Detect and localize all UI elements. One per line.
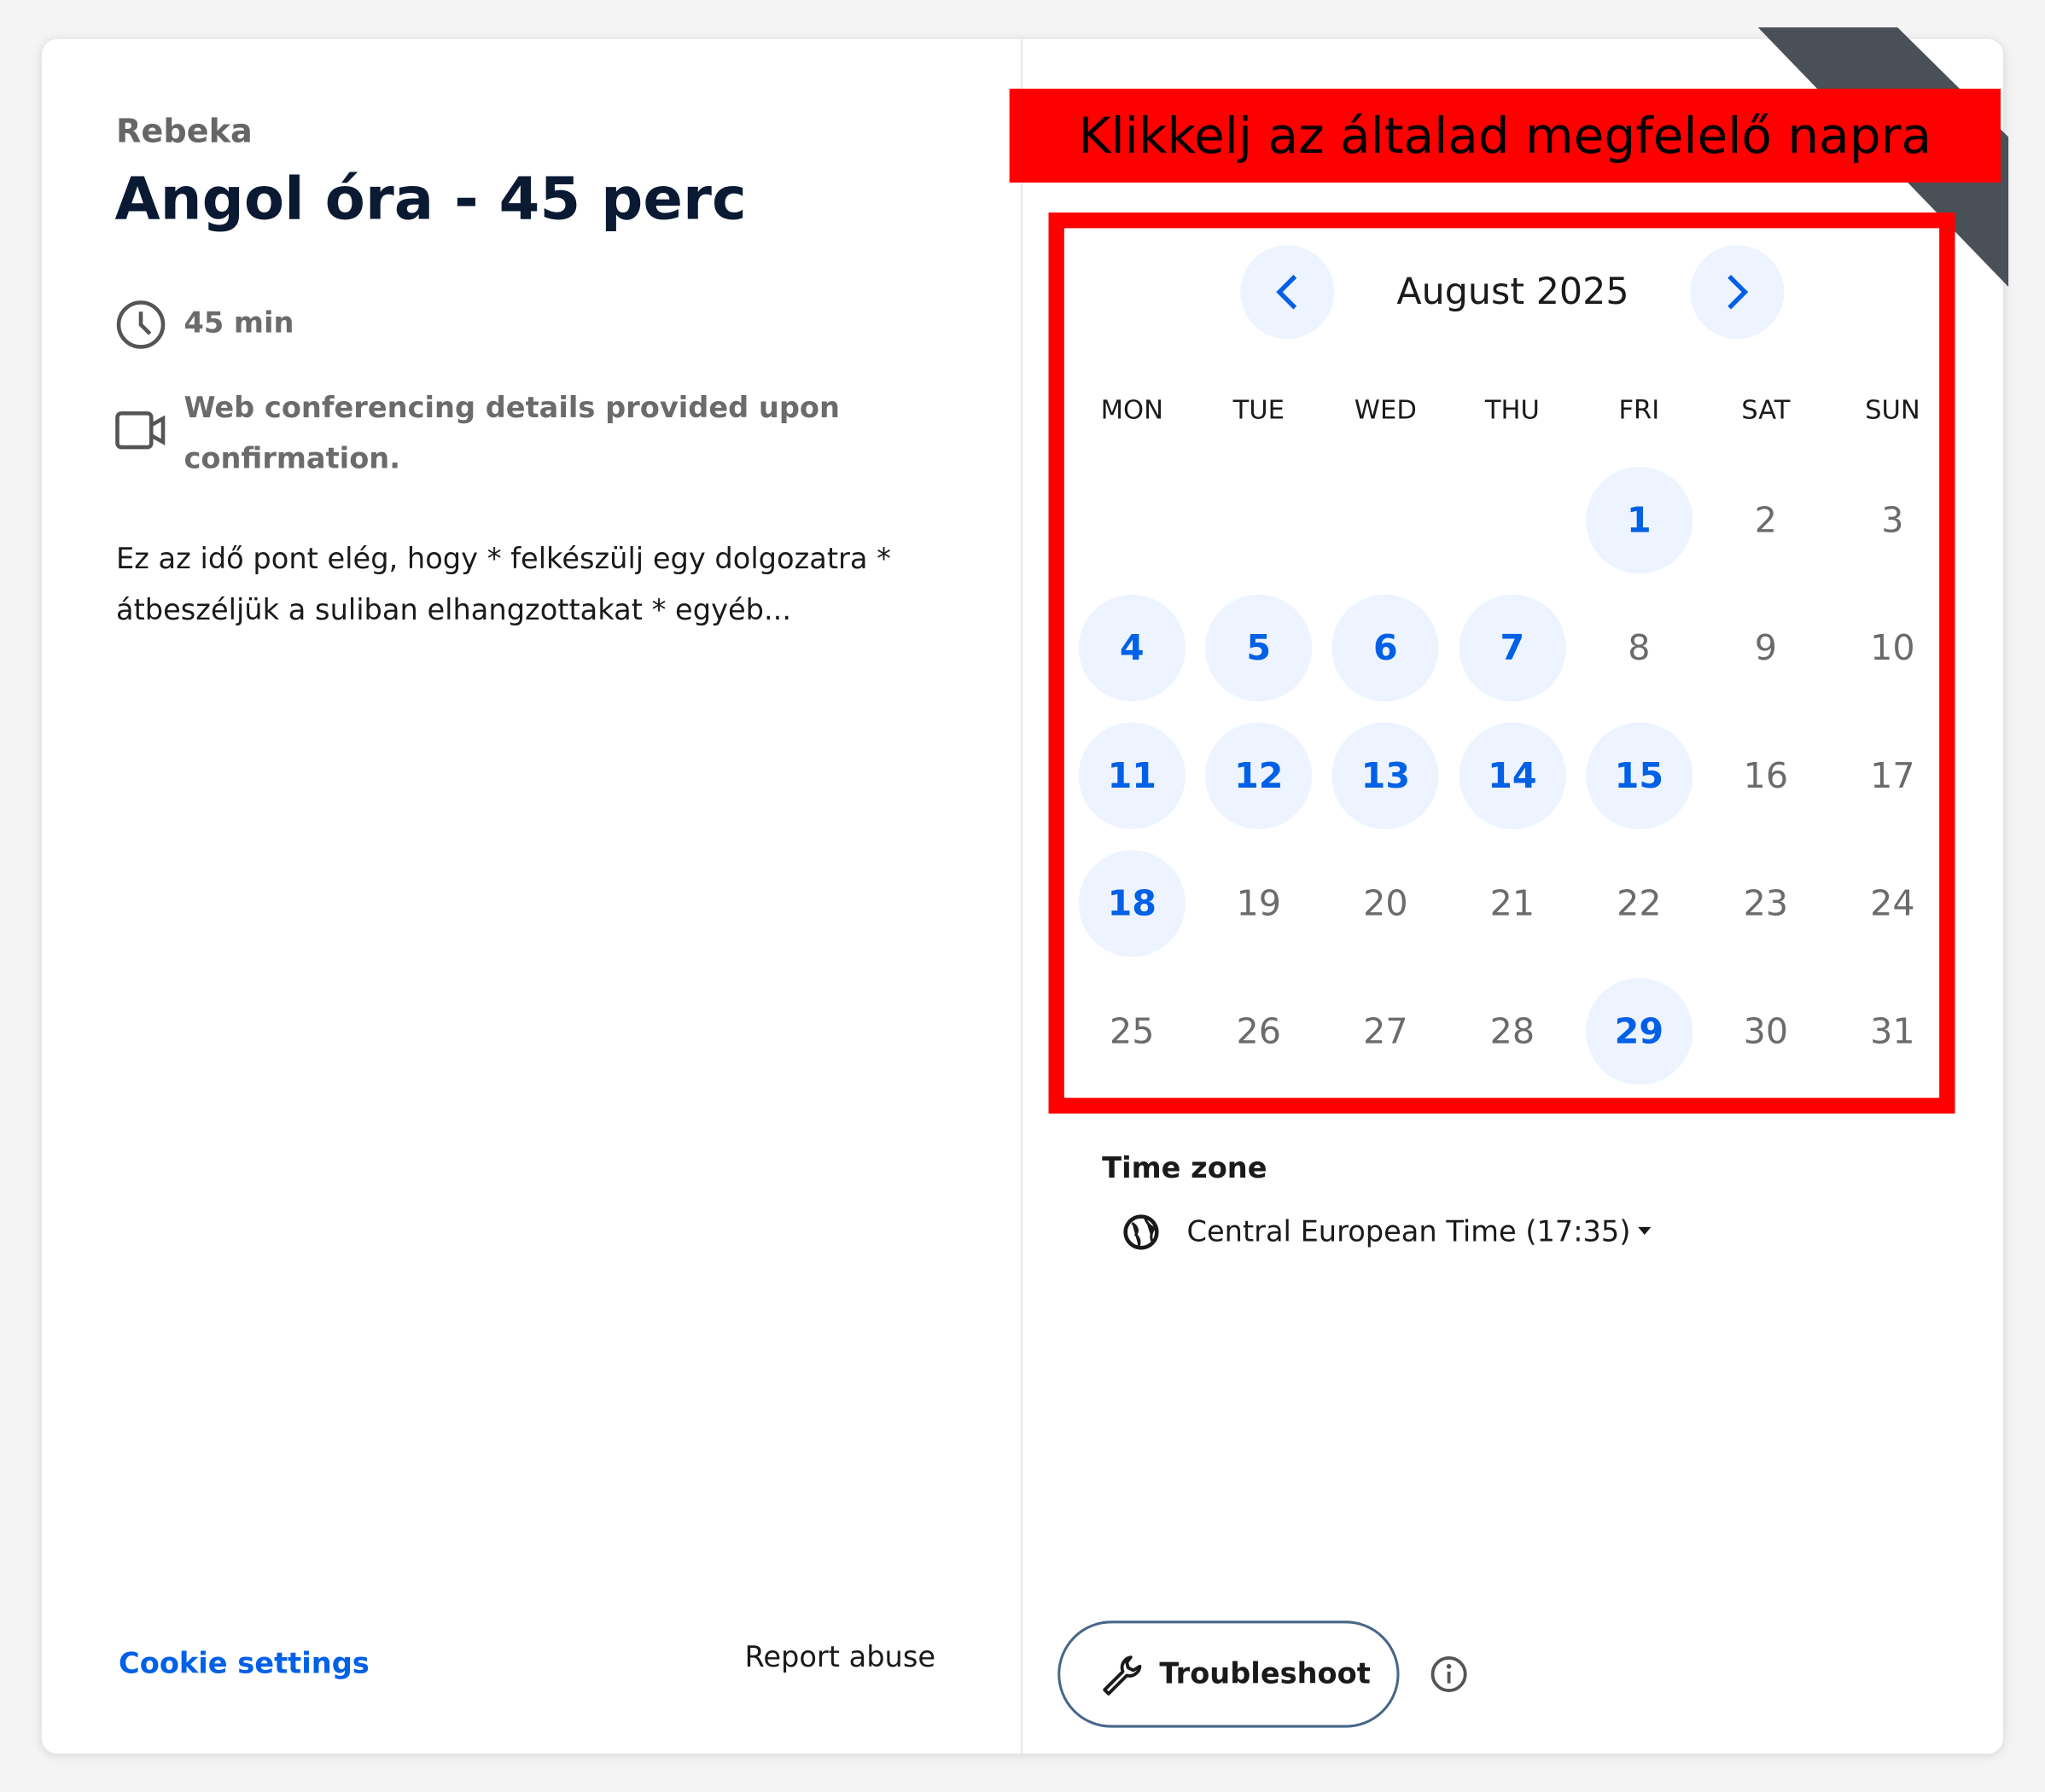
unavailable-day: 21 [1489,883,1535,924]
unavailable-day: 3 [1881,499,1904,541]
weekday-label: MON [1100,393,1163,426]
clock-icon [116,300,166,349]
available-day[interactable]: 1 [1585,467,1693,574]
weekday-label: THU [1484,393,1540,426]
unavailable-day: 20 [1363,883,1408,924]
weekday-label: FRI [1618,393,1660,426]
divider [1021,38,1022,1754]
duration: 45 min [184,307,294,340]
weekday-label: TUE [1232,393,1285,426]
unavailable-day: 9 [1754,627,1778,669]
description: Ez az idő pont elég, hogy * felkészülj e… [115,544,891,627]
available-day[interactable]: 29 [1585,978,1693,1085]
wrench-icon [1103,1655,1142,1696]
available-day[interactable]: 4 [1078,594,1186,702]
event-title: Angol óra - 45 perc [114,164,747,234]
prev-month[interactable] [1240,245,1335,340]
available-day[interactable]: 7 [1459,594,1566,702]
available-day[interactable]: 18 [1078,850,1186,957]
unavailable-day: 23 [1743,883,1789,924]
weekday-label: WED [1354,393,1417,426]
unavailable-day: 31 [1870,1010,1915,1052]
weekday-label: SAT [1741,393,1791,426]
cookie-settings[interactable]: Cookie settings [119,1648,370,1681]
unavailable-day: 19 [1236,883,1282,924]
troubleshoot-button[interactable]: Troubleshoot [1057,1620,1400,1728]
unavailable-day: 10 [1870,627,1915,669]
available-day[interactable]: 11 [1078,722,1186,829]
host-name: Rebeka [115,112,253,150]
timezone-label: Time zone [1102,1152,1267,1185]
next-month[interactable] [1690,245,1785,340]
available-day[interactable]: 5 [1205,594,1313,702]
report-abuse[interactable]: Report abuse [744,1641,936,1674]
booking-card [41,38,2004,1754]
unavailable-day: 27 [1363,1010,1408,1052]
video-icon [115,411,166,450]
unavailable-day: 26 [1236,1010,1282,1052]
unavailable-day: 17 [1870,755,1915,796]
timezone-value: Central European Time (17:35) [1186,1216,1631,1249]
unavailable-day: 24 [1870,883,1915,924]
unavailable-day: 16 [1743,755,1789,796]
available-day[interactable]: 6 [1331,594,1439,702]
available-day[interactable]: 14 [1459,722,1566,829]
globe-icon [1123,1214,1159,1250]
unavailable-day: 25 [1110,1010,1155,1052]
unavailable-day: 22 [1617,883,1662,924]
troubleshoot-label: Troubleshoot [1159,1657,1371,1691]
month-label: August 2025 [1396,270,1629,313]
timezone-select[interactable]: Central European Time (17:35) [1186,1217,1659,1249]
available-day[interactable]: 15 [1585,722,1693,829]
annotation-banner: Klikkelj az általad megfelelő napra [1009,88,2001,183]
info-icon[interactable] [1430,1655,1469,1694]
unavailable-day: 30 [1743,1010,1789,1052]
available-day[interactable]: 12 [1205,722,1313,829]
annotation-box [1048,212,1955,1114]
unavailable-day: 8 [1628,627,1651,669]
weekday-label: SUN [1865,393,1920,426]
unavailable-day: 2 [1754,499,1778,541]
dropdown-caret [1638,1226,1652,1236]
conferencing: Web conferencing details provided upon c… [184,392,840,476]
unavailable-day: 28 [1489,1010,1535,1052]
available-day[interactable]: 13 [1331,722,1439,829]
